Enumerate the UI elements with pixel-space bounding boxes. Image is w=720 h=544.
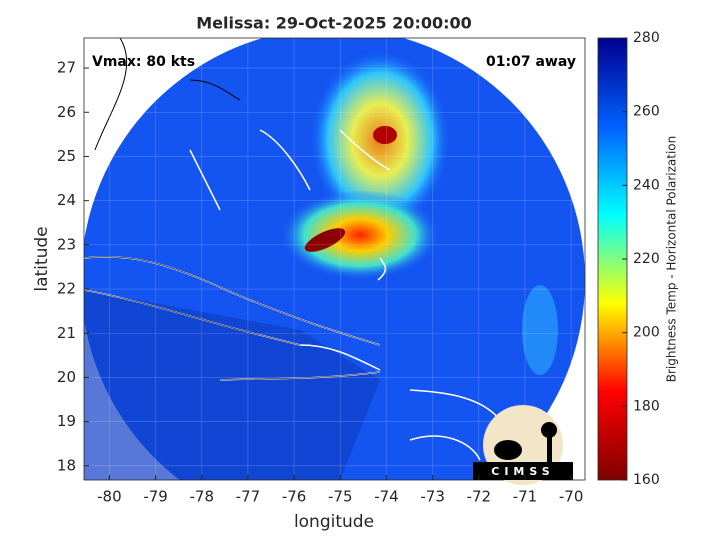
cell bbox=[373, 126, 397, 144]
annotation: Vmax: 80 kts bbox=[92, 54, 195, 70]
eyewall bbox=[280, 190, 440, 280]
x-tick-label: -78 bbox=[189, 488, 214, 506]
chart-title: Melissa: 29-Oct-2025 20:00:00 bbox=[196, 14, 472, 33]
y-tick-label: 18 bbox=[57, 456, 76, 474]
x-tick-label: -79 bbox=[143, 488, 168, 506]
logo-bar bbox=[473, 462, 573, 480]
core bbox=[304, 228, 346, 252]
colorbar-tick-label: 280 bbox=[633, 30, 660, 46]
logo-tank bbox=[541, 422, 557, 438]
x-tick-label: -80 bbox=[97, 488, 122, 506]
plot-frame bbox=[83, 37, 586, 481]
x-tick-label: -72 bbox=[467, 488, 492, 506]
x-tick-label: -70 bbox=[559, 488, 584, 506]
y-axis-label: latitude bbox=[32, 226, 52, 291]
colorbar-tick-label: 200 bbox=[633, 325, 660, 341]
colorbar-tick-label: 220 bbox=[633, 251, 660, 267]
y-tick-label: 21 bbox=[57, 324, 76, 342]
colorbar-label: Brightness Temp - Horizontal Polarizatio… bbox=[665, 136, 679, 383]
x-tick-label: -74 bbox=[374, 488, 399, 506]
coastline-outer bbox=[94, 38, 241, 151]
coastline-inner bbox=[84, 256, 381, 381]
y-tick-label: 23 bbox=[57, 235, 76, 253]
logo-text: CIMSS bbox=[491, 465, 554, 478]
y-tick-label: 27 bbox=[57, 59, 76, 77]
land-warm bbox=[84, 290, 380, 480]
x-axis-label: longitude bbox=[294, 512, 374, 532]
y-tick-label: 26 bbox=[57, 103, 76, 121]
x-tick-label: -76 bbox=[282, 488, 307, 506]
y-tick-label: 24 bbox=[57, 191, 76, 209]
x-tick-label: -77 bbox=[236, 488, 261, 506]
logo: CIMSS bbox=[473, 405, 573, 485]
y-tick-label: 20 bbox=[57, 368, 76, 386]
logo-tower bbox=[547, 432, 552, 462]
colorbar-tick-label: 180 bbox=[633, 398, 660, 414]
y-tick-label: 22 bbox=[57, 280, 76, 298]
y-tick-label: 25 bbox=[57, 147, 76, 165]
logo-dish bbox=[494, 440, 522, 460]
x-tick-label: -71 bbox=[513, 488, 538, 506]
x-tick-label: -75 bbox=[328, 488, 353, 506]
imagery bbox=[84, 38, 585, 480]
annotation: 01:07 away bbox=[486, 54, 576, 70]
x-tick-label: -73 bbox=[420, 488, 445, 506]
colorbar-tick-label: 240 bbox=[633, 177, 660, 193]
colorbar-tick-label: 260 bbox=[633, 104, 660, 120]
edge-band bbox=[522, 285, 558, 375]
y-tick-label: 19 bbox=[57, 412, 76, 430]
colorbar-tick-label: 160 bbox=[633, 472, 660, 488]
